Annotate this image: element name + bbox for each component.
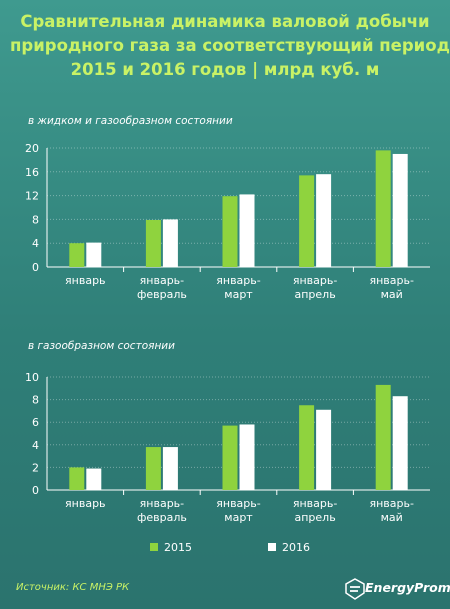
- y-tick-label: 16: [25, 166, 39, 179]
- legend-label-2016: 2016: [282, 541, 310, 554]
- bar-2016: [316, 174, 332, 267]
- y-tick-label: 0: [32, 261, 39, 274]
- y-tick-label: 4: [32, 237, 39, 250]
- x-tick-label: февраль: [137, 511, 187, 524]
- chart2-subtitle: в газообразном состоянии: [28, 340, 175, 352]
- bar-2016: [239, 194, 255, 267]
- x-tick-label: январь-: [369, 497, 413, 510]
- bar-2016: [392, 396, 408, 490]
- legend-item-2016: 2016: [268, 541, 310, 554]
- y-tick-label: 2: [32, 461, 39, 474]
- x-tick-label: апрель: [294, 511, 335, 524]
- bar-2015: [222, 425, 238, 490]
- bar-2016: [316, 409, 332, 490]
- bar-2016: [86, 242, 102, 267]
- bar-2016: [86, 468, 102, 490]
- legend-label-2015: 2015: [164, 541, 192, 554]
- y-tick-label: 12: [25, 190, 39, 203]
- x-tick-label: январь-: [369, 274, 413, 287]
- bar-2015: [69, 243, 85, 267]
- bar-2016: [392, 153, 408, 267]
- x-tick-label: январь-: [216, 497, 260, 510]
- bar-2015: [145, 219, 161, 267]
- bar-2015: [222, 196, 238, 267]
- title-line: природного газа за соответствующий перио…: [10, 36, 450, 55]
- chart1-subtitle: в жидком и газообразном состоянии: [28, 115, 233, 127]
- x-tick-label: май: [381, 511, 403, 524]
- x-tick-label: январь-: [140, 274, 184, 287]
- bar-2015: [299, 175, 315, 267]
- y-tick-label: 6: [32, 416, 39, 429]
- x-tick-label: январь-: [293, 497, 337, 510]
- x-tick-label: январь: [65, 497, 106, 510]
- x-tick-label: январь-: [140, 497, 184, 510]
- title-line: 2015 и 2016 годов | млрд куб. м: [70, 60, 380, 79]
- x-tick-label: январь-: [216, 274, 260, 287]
- y-tick-label: 0: [32, 484, 39, 497]
- x-tick-label: январь: [65, 274, 106, 287]
- source-note: Источник: КС МНЭ РК: [16, 582, 130, 593]
- bar-2015: [299, 405, 315, 490]
- bar-2016: [162, 219, 178, 267]
- bar-2015: [69, 467, 85, 490]
- y-tick-label: 20: [25, 142, 39, 155]
- title-line: Сравнительная динамика валовой добычи: [20, 12, 430, 31]
- logo-text: EnergyProm: [365, 580, 450, 595]
- y-tick-label: 8: [32, 394, 39, 407]
- y-tick-label: 4: [32, 439, 39, 452]
- legend-swatch-2016: [268, 543, 276, 551]
- legend-swatch-2015: [150, 543, 158, 551]
- x-tick-label: январь-: [293, 274, 337, 287]
- bar-2015: [375, 384, 391, 490]
- x-tick-label: май: [381, 288, 403, 301]
- y-tick-label: 10: [25, 371, 39, 384]
- bar-2016: [239, 424, 255, 490]
- chart-title: Сравнительная динамика валовой добычи пр…: [10, 10, 450, 82]
- logo-icon: [345, 578, 365, 600]
- x-tick-label: февраль: [137, 288, 187, 301]
- y-tick-label: 8: [32, 213, 39, 226]
- energyprom-logo: EnergyProm: [345, 577, 450, 601]
- x-tick-label: март: [224, 511, 253, 524]
- x-tick-label: апрель: [294, 288, 335, 301]
- bar-2015: [145, 447, 161, 490]
- bar-2016: [162, 447, 178, 490]
- x-tick-label: март: [224, 288, 253, 301]
- bar-2015: [375, 150, 391, 267]
- legend-item-2015: 2015: [150, 541, 192, 554]
